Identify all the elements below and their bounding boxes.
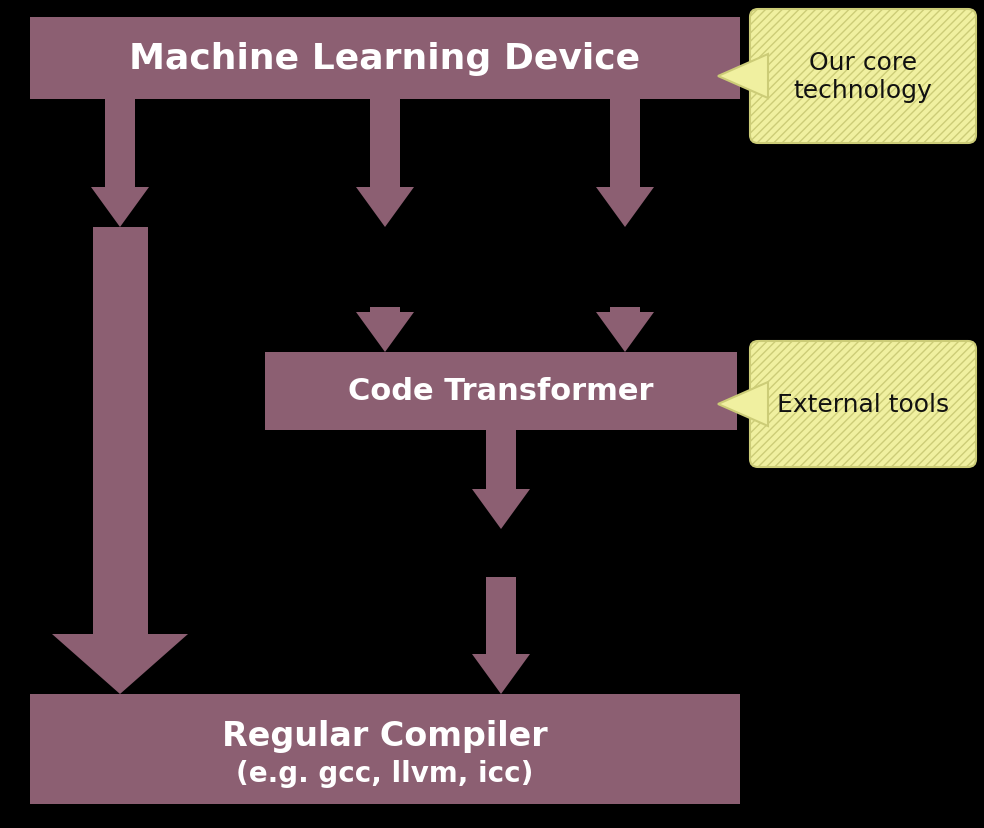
Polygon shape	[356, 100, 414, 228]
Text: External tools: External tools	[777, 392, 949, 416]
Text: Machine Learning Device: Machine Learning Device	[130, 42, 641, 76]
FancyBboxPatch shape	[750, 10, 976, 144]
Polygon shape	[52, 634, 188, 694]
Polygon shape	[718, 55, 768, 99]
Polygon shape	[596, 100, 654, 228]
Polygon shape	[356, 308, 414, 353]
Bar	[30, 18, 740, 100]
Polygon shape	[718, 383, 768, 426]
Polygon shape	[472, 431, 530, 529]
Bar	[265, 353, 737, 431]
Text: Our core
technology: Our core technology	[794, 51, 933, 103]
Text: (e.g. gcc, llvm, icc): (e.g. gcc, llvm, icc)	[236, 759, 533, 787]
Polygon shape	[91, 100, 149, 228]
Polygon shape	[472, 577, 530, 694]
Text: Code Transformer: Code Transformer	[348, 377, 653, 406]
Text: Regular Compiler: Regular Compiler	[222, 720, 548, 753]
FancyBboxPatch shape	[750, 342, 976, 468]
Bar	[92, 228, 148, 634]
Polygon shape	[596, 308, 654, 353]
Bar	[30, 694, 740, 804]
